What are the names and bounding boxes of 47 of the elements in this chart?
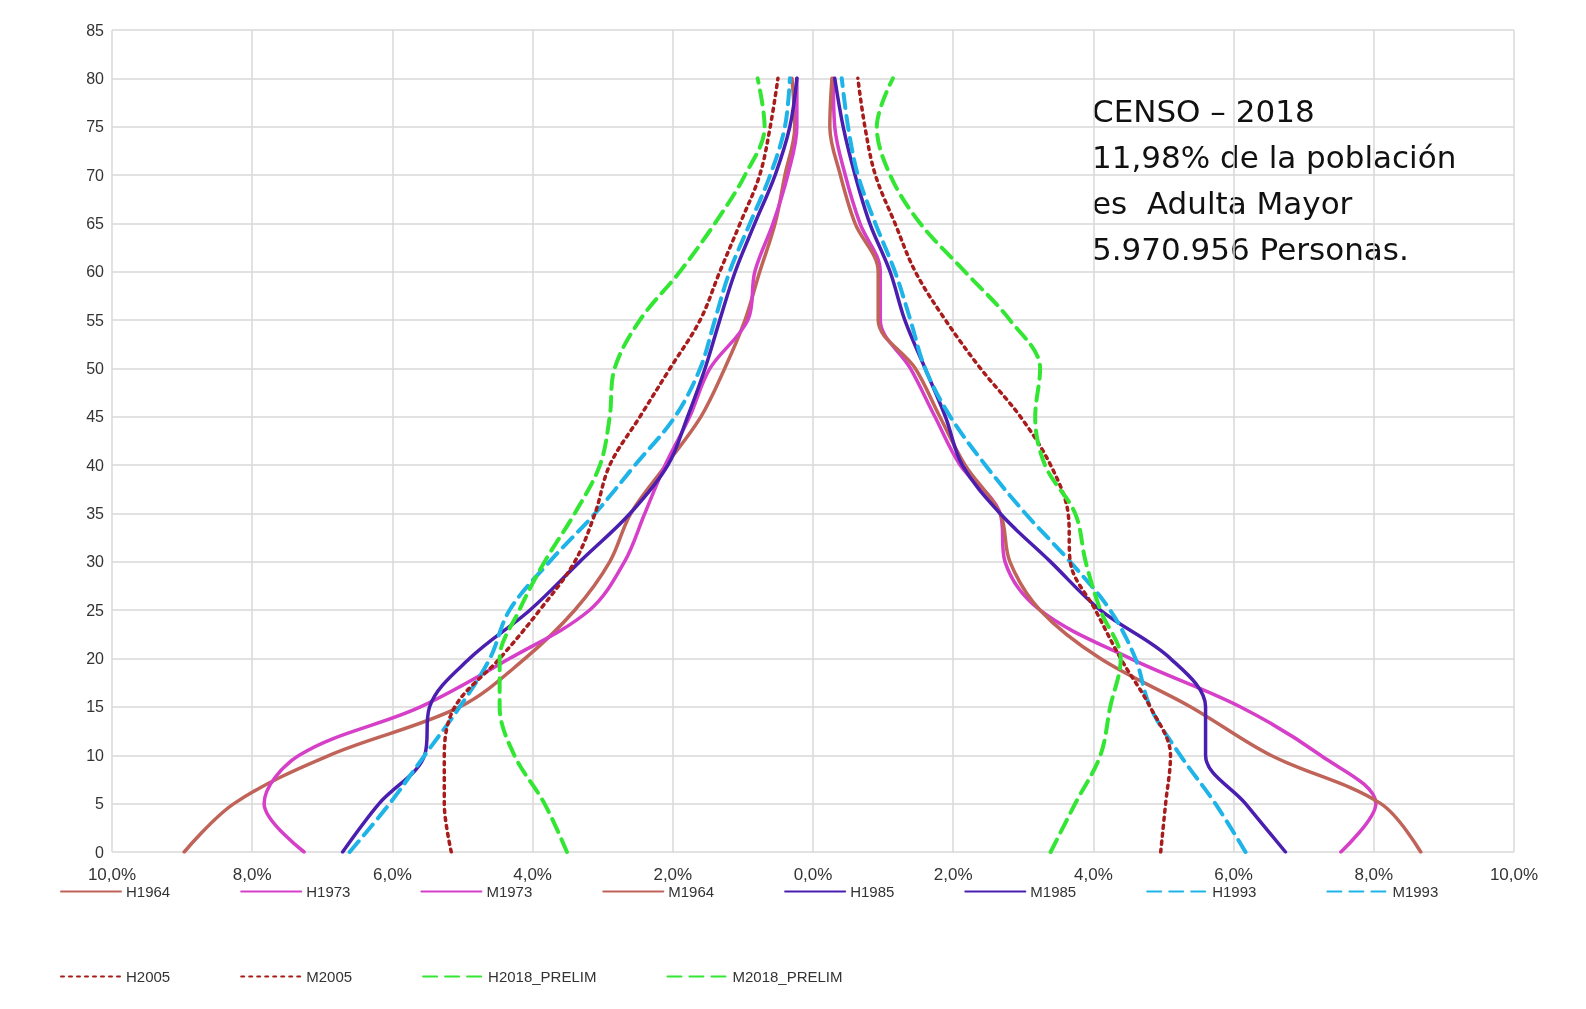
legend-label: M1973 — [486, 883, 533, 900]
x-tick-label: 10,0% — [1489, 865, 1539, 884]
legend-label: M2005 — [306, 968, 353, 985]
line-series — [497, 76, 767, 854]
y-tick-label: 65 — [86, 214, 105, 232]
annotation: CENSO – 2018 — [1092, 92, 1315, 129]
x-tick-label: 6,0% — [1214, 865, 1253, 884]
legend-label: H1964 — [126, 883, 171, 900]
y-tick-label: 50 — [86, 359, 105, 377]
y-tick-label: 25 — [86, 601, 105, 619]
x-tick-label: 4,0% — [1074, 865, 1113, 884]
y-tick-label: 5 — [95, 795, 105, 813]
annotation: 5.970.956 Personas. — [1092, 230, 1409, 267]
legend-label: M1993 — [1392, 883, 1439, 900]
y-tick-label: 55 — [86, 311, 105, 329]
x-tick-label: 10,0% — [87, 865, 137, 884]
legend-label: M1985 — [1030, 883, 1077, 900]
legend-label: M2018_PRELIM — [732, 968, 843, 985]
x-tick-label: 2,0% — [933, 865, 973, 884]
y-tick-label: 60 — [86, 263, 105, 281]
legend-label: H2005 — [126, 968, 171, 985]
x-tick-label: 8,0% — [232, 865, 272, 884]
y-tick-label: 85 — [86, 21, 105, 39]
y-tick-label: 80 — [86, 69, 105, 87]
y-tick-label: 20 — [86, 650, 105, 668]
line-series — [442, 76, 780, 854]
y-tick-label: 70 — [86, 166, 105, 184]
y-tick-label: 30 — [86, 553, 105, 571]
y-tick-label: 15 — [86, 698, 105, 716]
x-tick-label: 0,0% — [793, 865, 833, 884]
legend-label: H1993 — [1212, 883, 1257, 900]
legend-label: M1964 — [668, 883, 715, 900]
y-tick-label: 75 — [86, 118, 105, 136]
x-tick-label: 6,0% — [373, 865, 412, 884]
legend-label: H2018_PRELIM — [488, 968, 597, 985]
y-tick-label: 10 — [86, 746, 105, 764]
legend-label: H1985 — [850, 883, 895, 900]
x-tick-label: 4,0% — [513, 865, 552, 884]
y-tick-label: 40 — [86, 456, 105, 474]
legend-label: H1973 — [306, 883, 351, 900]
annotation: es Adulta Mayor — [1092, 184, 1353, 221]
y-tick-label: 0 — [95, 843, 105, 861]
x-tick-label: 2,0% — [653, 865, 693, 884]
y-tick-label: 45 — [86, 408, 105, 426]
y-tick-label: 35 — [86, 505, 105, 523]
x-tick-label: 8,0% — [1354, 865, 1394, 884]
annotation: 11,98% de la población — [1092, 138, 1457, 175]
